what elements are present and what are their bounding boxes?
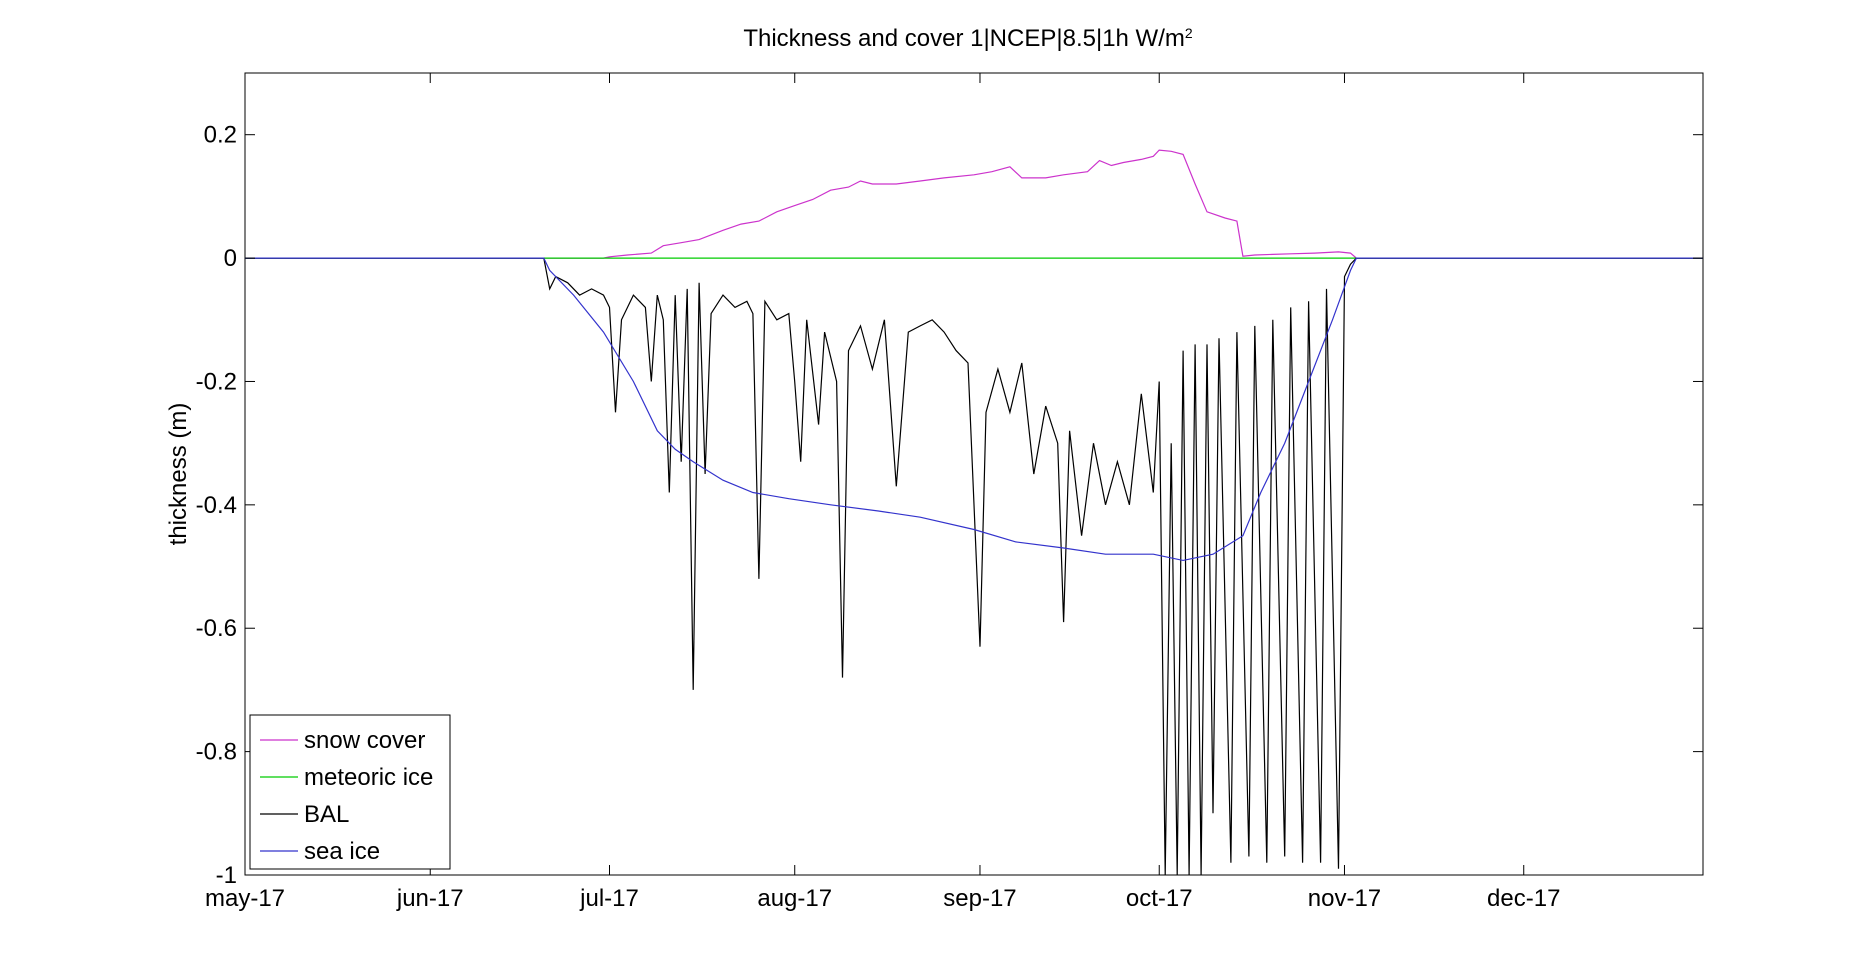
legend-box [249, 714, 451, 870]
y-tick-label: 0.2 [204, 122, 237, 149]
y-tick-label: -0.4 [196, 492, 237, 519]
y-tick-label: -1 [216, 862, 237, 889]
axes-box [244, 72, 1704, 876]
y-tick-label: 0 [224, 245, 237, 272]
plot-area: may-17 jun-17 jul-17 aug-17 sep-17 oct-17 nov-… [196, 72, 1704, 912]
x-tick-label: dec-17 [1487, 885, 1560, 912]
y-tick-label: -0.6 [196, 615, 237, 642]
x-tick-label: aug-17 [757, 885, 832, 912]
legend-label-snow-cover: snow cover [304, 727, 425, 754]
legend: snow cover meteoric ice BAL sea ice [249, 714, 451, 870]
y-axis-ticks: 0.2 0 -0.2 -0.4 -0.6 -0.8 -1 [196, 122, 1703, 889]
y-axis-label: thickness (m) [165, 403, 192, 546]
x-axis-ticks: may-17 jun-17 jul-17 aug-17 sep-17 oct-17 nov-… [205, 73, 1560, 912]
chart-title: Thickness and cover 1|NCEP|8.5|1h W/m2 [743, 25, 1193, 52]
y-tick-label: -0.2 [196, 368, 237, 395]
x-tick-label: jul-17 [579, 885, 639, 912]
legend-label-bal: BAL [304, 801, 349, 828]
y-tick-label: -0.8 [196, 739, 237, 766]
x-tick-label: may-17 [205, 885, 285, 912]
x-tick-label: jun-17 [396, 885, 464, 912]
series-line-bal [245, 257, 1703, 876]
series-layer [245, 149, 1703, 876]
x-tick-label: sep-17 [943, 885, 1016, 912]
x-tick-label: nov-17 [1308, 885, 1381, 912]
legend-label-meteoric-ice: meteoric ice [304, 764, 433, 791]
x-tick-label: oct-17 [1126, 885, 1193, 912]
chart-title-superscript: 2 [1185, 25, 1193, 41]
chart-title-main: Thickness and cover 1|NCEP|8.5|1h W/m [743, 25, 1185, 52]
legend-label-sea-ice: sea ice [304, 838, 380, 865]
series-line-sea-ice [245, 257, 1703, 562]
series-line-snow-cover [245, 149, 1703, 259]
